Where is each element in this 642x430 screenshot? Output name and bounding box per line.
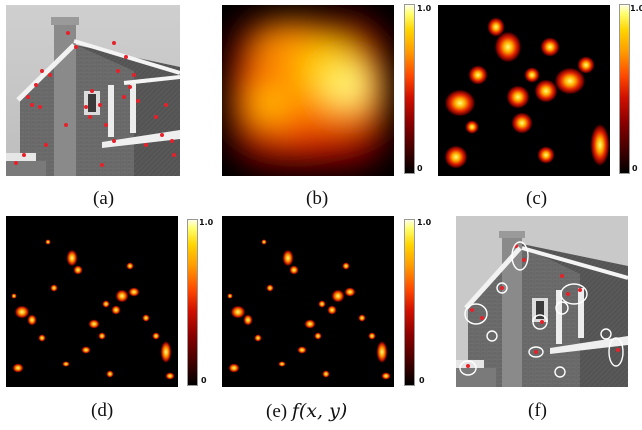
colorbar-c-min-label: 0 <box>632 164 638 173</box>
region-contours <box>459 241 624 378</box>
colorbar-b <box>404 4 415 174</box>
house-image-a <box>6 5 180 176</box>
keypoint-markers-f <box>466 244 620 368</box>
heat-blobs-d <box>11 239 175 380</box>
colorbar-e <box>404 219 415 386</box>
caption-a: (a) <box>93 188 115 209</box>
panel-e-heatmap <box>222 216 394 387</box>
panel-b-heatmap <box>222 5 394 176</box>
colorbar-c-max-label: 1.0 <box>630 4 642 13</box>
house-image-f <box>456 216 628 387</box>
colorbar-d <box>187 219 198 386</box>
panel-c-heatmap <box>438 5 610 176</box>
heatmap-e <box>222 216 394 387</box>
panel-a-house-keypoints <box>6 5 180 176</box>
caption-c: (c) <box>526 188 548 209</box>
colorbar-d-max-label: 1.0 <box>199 218 214 227</box>
keypoint-markers <box>14 31 176 167</box>
panel-d-heatmap <box>6 216 178 387</box>
panel-f-house-contours <box>456 216 628 387</box>
colorbar-e-min-label: 0 <box>419 376 425 385</box>
caption-e-label: (e) <box>266 401 288 422</box>
colorbar-c <box>619 4 630 174</box>
colorbar-d-min-label: 0 <box>201 376 207 385</box>
heatmap-d <box>6 216 178 387</box>
colorbar-e-max-label: 1.0 <box>417 218 432 227</box>
caption-e-formula: f(x, y) <box>291 400 348 422</box>
colorbar-b-min-label: 0 <box>417 164 423 173</box>
colorbar-b-max-label: 1.0 <box>417 4 432 13</box>
caption-f: (f) <box>528 400 547 421</box>
heatmap-c <box>438 5 610 176</box>
caption-e: (e) f(x, y) <box>266 400 347 423</box>
caption-b: (b) <box>306 188 329 209</box>
heatmap-b <box>222 5 394 176</box>
heat-blobs-c <box>444 17 610 169</box>
caption-d: (d) <box>91 400 114 421</box>
